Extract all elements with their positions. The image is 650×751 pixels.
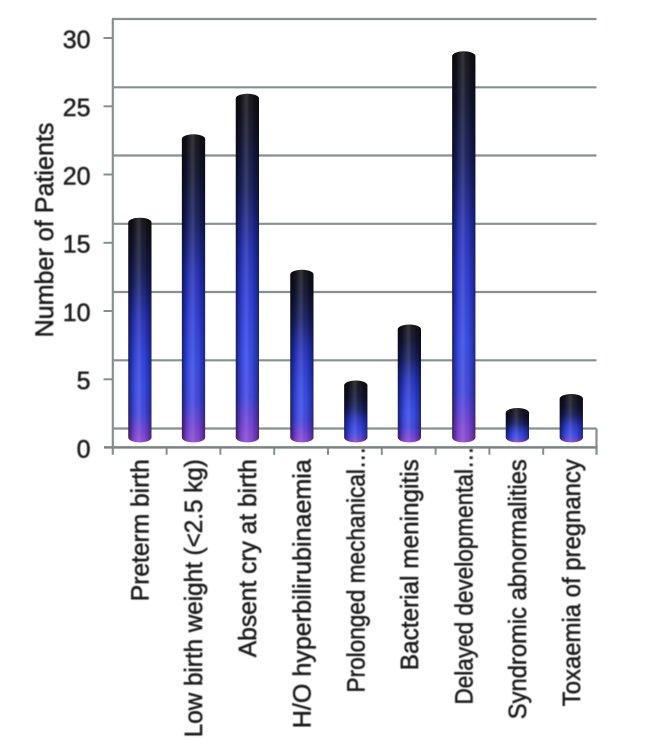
svg-text:5: 5	[77, 367, 91, 395]
svg-text:10: 10	[63, 299, 91, 327]
svg-text:H/O hyperbilirubinaemia: H/O hyperbilirubinaemia	[288, 459, 316, 728]
svg-text:Delayed developmental…: Delayed developmental…	[450, 447, 478, 705]
svg-text:Toxaemia of pregnancy: Toxaemia of pregnancy	[558, 459, 586, 706]
svg-text:0: 0	[77, 436, 91, 464]
svg-text:Preterm birth: Preterm birth	[126, 459, 154, 601]
svg-text:25: 25	[63, 94, 91, 122]
svg-text:Syndromic abnormalities: Syndromic abnormalities	[504, 459, 532, 719]
svg-text:30: 30	[63, 26, 91, 54]
svg-text:Bacterial meningitis: Bacterial meningitis	[396, 459, 424, 670]
svg-text:15: 15	[63, 231, 91, 259]
svg-text:Number of Patients: Number of Patients	[31, 123, 59, 338]
svg-text:Prolonged mechanical…: Prolonged mechanical…	[342, 447, 370, 693]
svg-text:20: 20	[63, 162, 91, 190]
svg-text:Absent cry at birth: Absent cry at birth	[234, 459, 262, 657]
svg-text:Low birth weight (<2.5 kg): Low birth weight (<2.5 kg)	[180, 459, 208, 737]
